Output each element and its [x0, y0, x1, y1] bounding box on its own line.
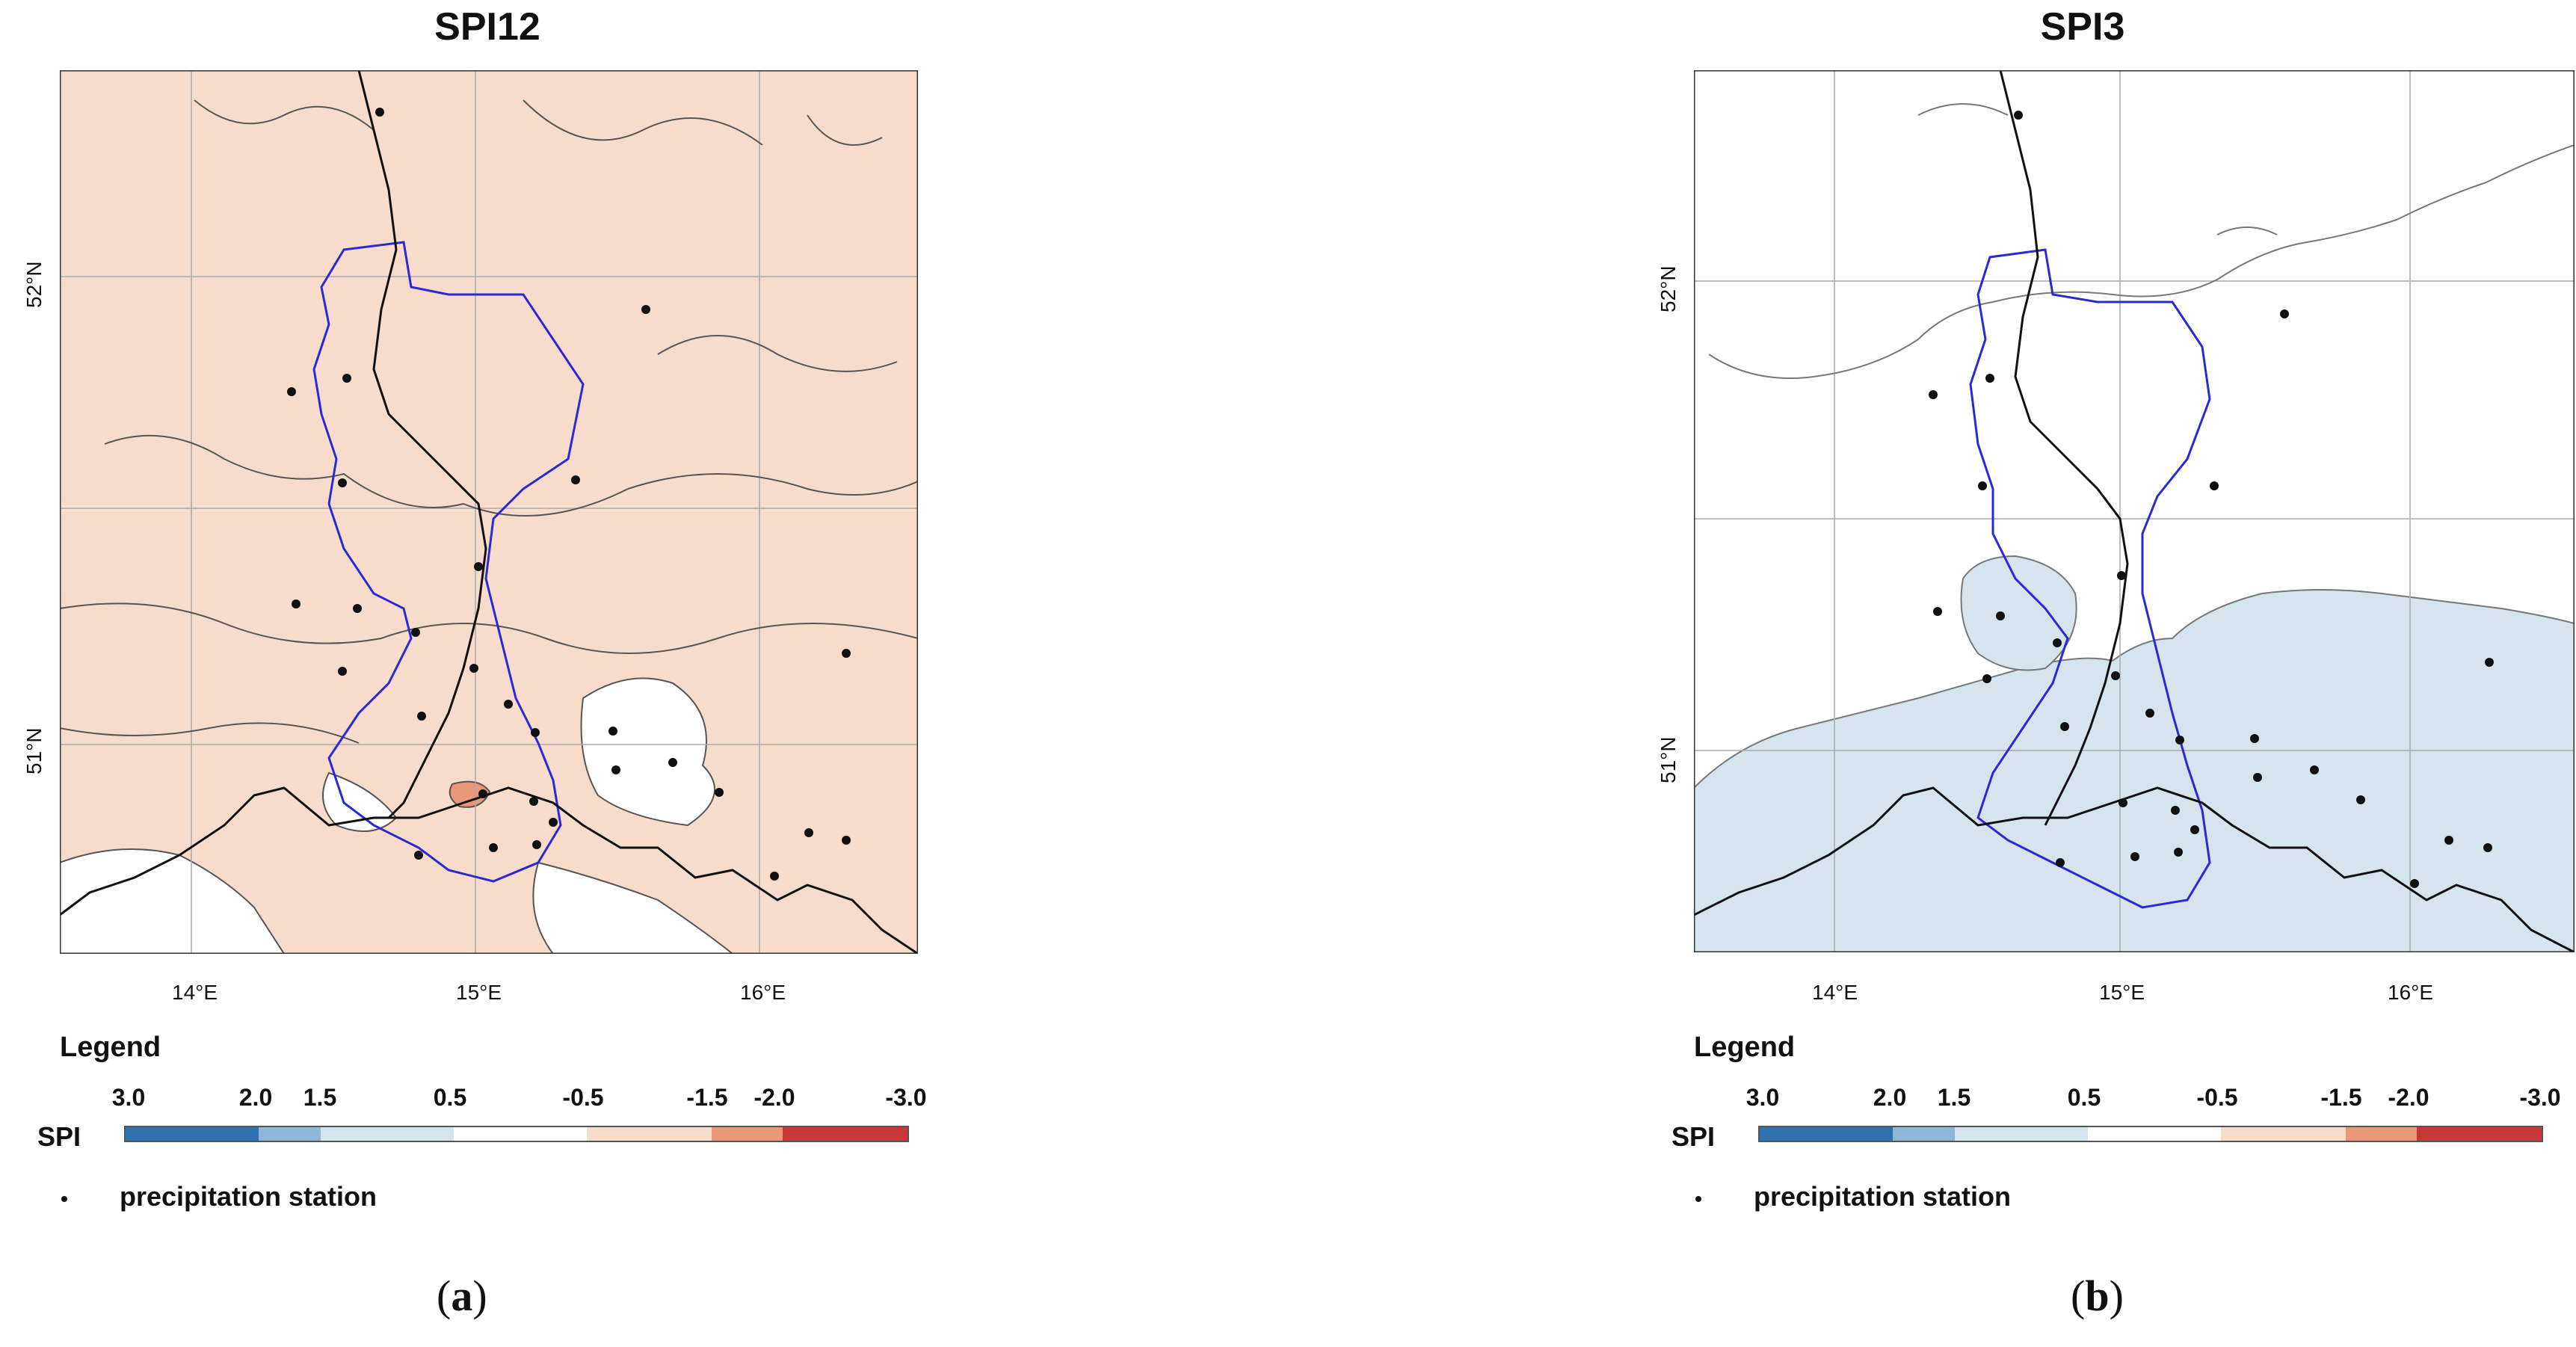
spi-colorbar — [1758, 1126, 2543, 1142]
color-class-1 — [126, 1127, 259, 1141]
lon-label-16e: 16°E — [740, 981, 786, 1004]
national-border — [1999, 70, 2129, 826]
legend-title: Legend — [1694, 1032, 1796, 1063]
national-border — [1694, 786, 2575, 952]
tick-neg0-5: -0.5 — [562, 1084, 604, 1111]
panel-caption: (a) — [437, 1272, 487, 1320]
color-class-2 — [1892, 1127, 1956, 1141]
color-class-5 — [587, 1127, 712, 1141]
color-class-4 — [454, 1127, 588, 1141]
precipitation-stations — [287, 108, 851, 881]
lon-label-14e: 14°E — [172, 981, 218, 1004]
spi-colorbar — [124, 1126, 909, 1142]
color-class-6 — [712, 1127, 783, 1141]
color-class-2 — [258, 1127, 321, 1141]
panel-b: SPI3 52°N 51°N — [1410, 0, 2576, 1347]
spi12-map — [60, 70, 918, 954]
precipitation-stations — [1929, 111, 2494, 888]
panel-caption: (b) — [2071, 1272, 2124, 1320]
lon-label-14e: 14°E — [1812, 981, 1858, 1004]
tick-2: 2.0 — [1873, 1084, 1907, 1111]
tick-0-5: 0.5 — [433, 1084, 467, 1111]
neutral-region — [532, 861, 734, 954]
station-symbol — [61, 1196, 67, 1202]
color-class-1 — [1760, 1127, 1893, 1141]
neutral-region — [580, 677, 715, 827]
river-basin-outline — [1969, 248, 2211, 909]
river-basin-outline — [312, 241, 585, 883]
tick-neg2: -2.0 — [754, 1084, 795, 1111]
tick-neg1-5: -1.5 — [686, 1084, 728, 1111]
wet-region — [1694, 589, 2575, 952]
lon-label-15e: 15°E — [456, 981, 502, 1004]
spi3-map — [1694, 70, 2575, 952]
wet-region — [1960, 555, 2077, 671]
lat-label-51: 51°N — [1657, 736, 1680, 783]
station-symbol — [1695, 1196, 1701, 1202]
grid-lines — [60, 70, 918, 954]
spi-scale-label: SPI — [37, 1121, 81, 1152]
station-legend-label: precipitation station — [1754, 1181, 2012, 1212]
tick-neg1-5: -1.5 — [2320, 1084, 2362, 1111]
tick-2: 2.0 — [238, 1084, 273, 1111]
station-legend-label: precipitation station — [120, 1181, 378, 1212]
lon-label-16e: 16°E — [2388, 981, 2434, 1004]
color-class-4 — [2088, 1127, 2222, 1141]
lat-label-51: 51°N — [22, 727, 46, 774]
national-border — [60, 786, 918, 954]
spi-scale-label: SPI — [1671, 1121, 1716, 1152]
color-class-7 — [2416, 1127, 2542, 1141]
tick-3: 3.0 — [1745, 1084, 1780, 1111]
caption-letter: a — [451, 1272, 473, 1320]
color-class-7 — [782, 1127, 908, 1141]
lon-label-15e: 15°E — [2099, 981, 2145, 1004]
legend-title: Legend — [60, 1032, 161, 1063]
contours — [1708, 103, 2575, 379]
tick-neg3: -3.0 — [885, 1084, 927, 1111]
color-class-5 — [2221, 1127, 2347, 1141]
panel-a: SPI12 52°N 51°N — [0, 0, 1166, 1347]
tick-1-5: 1.5 — [303, 1084, 337, 1111]
color-class-3 — [321, 1127, 455, 1141]
tick-1-5: 1.5 — [1937, 1084, 1971, 1111]
map-title: SPI12 — [434, 5, 540, 49]
color-class-6 — [2346, 1127, 2417, 1141]
caption-letter: b — [2085, 1272, 2110, 1320]
national-border — [357, 70, 487, 819]
dry-patch — [449, 780, 491, 808]
tick-neg3: -3.0 — [2519, 1084, 2561, 1111]
tick-neg2: -2.0 — [2388, 1084, 2429, 1111]
map-title: SPI3 — [2040, 5, 2125, 49]
lat-label-52: 52°N — [1657, 265, 1680, 312]
tick-3: 3.0 — [111, 1084, 146, 1111]
tick-neg0-5: -0.5 — [2196, 1084, 2238, 1111]
tick-0-5: 0.5 — [2067, 1084, 2101, 1111]
lat-label-52: 52°N — [22, 261, 46, 308]
color-class-3 — [1955, 1127, 2089, 1141]
